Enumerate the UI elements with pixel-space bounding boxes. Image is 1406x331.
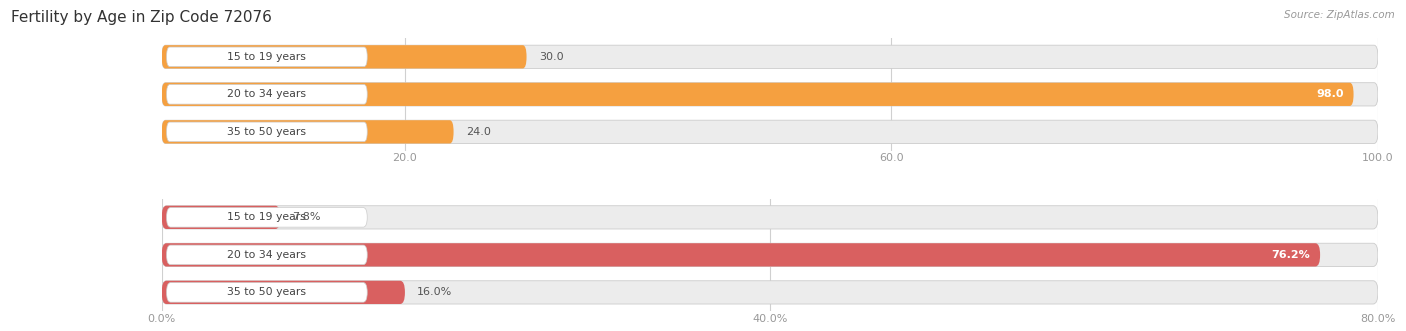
- Text: 15 to 19 years: 15 to 19 years: [228, 213, 307, 222]
- FancyBboxPatch shape: [166, 122, 367, 142]
- Text: 20 to 34 years: 20 to 34 years: [228, 250, 307, 260]
- Text: 24.0: 24.0: [465, 127, 491, 137]
- Text: 76.2%: 76.2%: [1271, 250, 1310, 260]
- FancyBboxPatch shape: [162, 45, 527, 69]
- FancyBboxPatch shape: [162, 83, 1354, 106]
- FancyBboxPatch shape: [166, 245, 367, 265]
- Text: 20 to 34 years: 20 to 34 years: [228, 89, 307, 99]
- FancyBboxPatch shape: [162, 45, 1378, 69]
- FancyBboxPatch shape: [162, 206, 1378, 229]
- Text: 30.0: 30.0: [538, 52, 564, 62]
- Text: 16.0%: 16.0%: [418, 287, 453, 297]
- Text: Fertility by Age in Zip Code 72076: Fertility by Age in Zip Code 72076: [11, 10, 273, 25]
- FancyBboxPatch shape: [162, 206, 280, 229]
- FancyBboxPatch shape: [162, 243, 1320, 266]
- FancyBboxPatch shape: [162, 243, 1378, 266]
- FancyBboxPatch shape: [166, 47, 367, 67]
- FancyBboxPatch shape: [162, 83, 1378, 106]
- Text: 35 to 50 years: 35 to 50 years: [228, 127, 307, 137]
- Text: 98.0: 98.0: [1316, 89, 1344, 99]
- Text: 35 to 50 years: 35 to 50 years: [228, 287, 307, 297]
- Text: 7.8%: 7.8%: [292, 213, 321, 222]
- FancyBboxPatch shape: [162, 120, 454, 143]
- FancyBboxPatch shape: [162, 120, 1378, 143]
- FancyBboxPatch shape: [162, 281, 405, 304]
- FancyBboxPatch shape: [166, 283, 367, 302]
- Text: Source: ZipAtlas.com: Source: ZipAtlas.com: [1284, 10, 1395, 20]
- FancyBboxPatch shape: [166, 208, 367, 227]
- Text: 15 to 19 years: 15 to 19 years: [228, 52, 307, 62]
- FancyBboxPatch shape: [162, 281, 1378, 304]
- FancyBboxPatch shape: [166, 84, 367, 104]
